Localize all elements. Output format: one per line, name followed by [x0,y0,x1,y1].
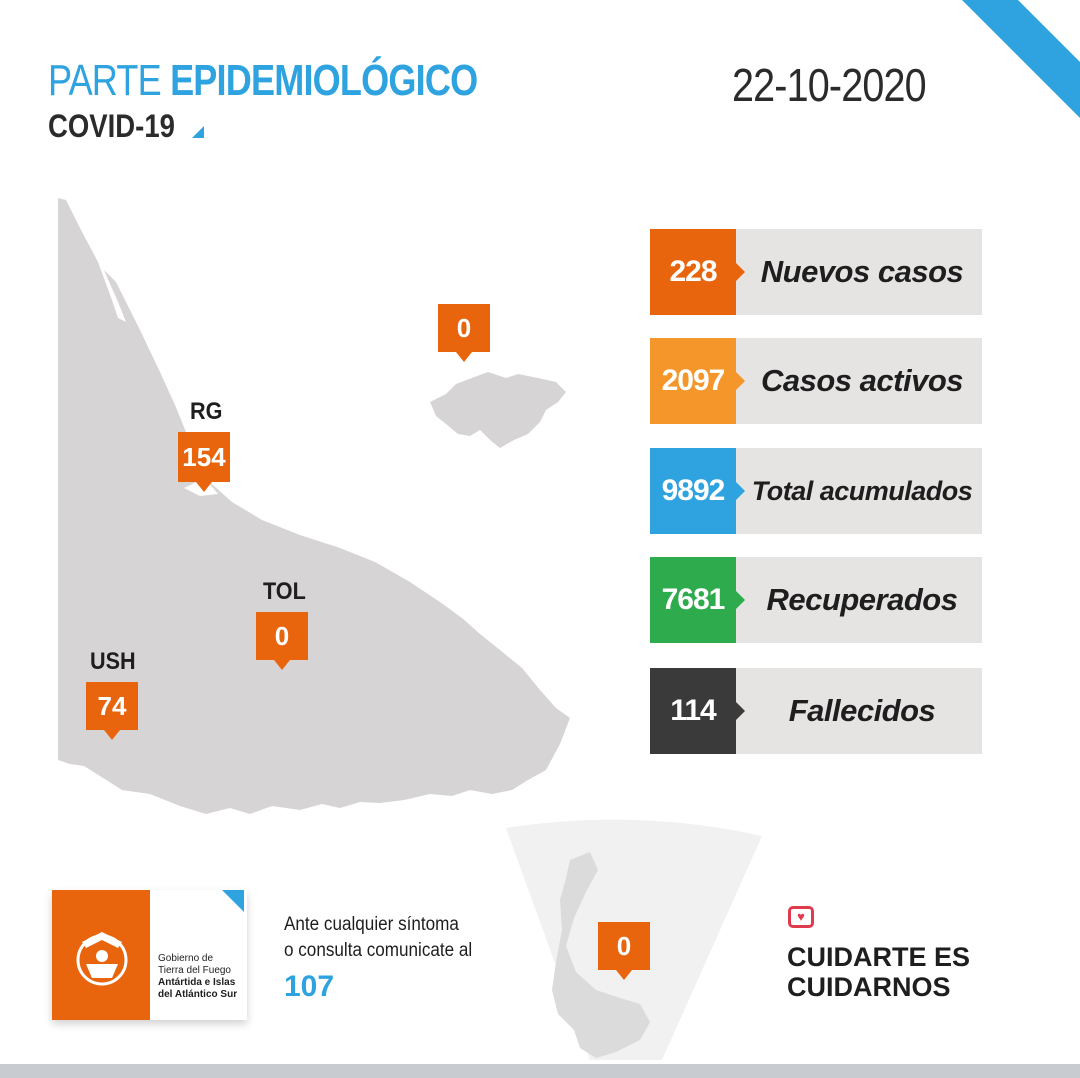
malvinas-shape [430,372,566,448]
subtitle-triangle [192,126,204,138]
stat-row: 7681 Recuperados [650,557,982,643]
contact-line-2: o consulta comunicate al [284,940,473,961]
stat-label: Fallecidos [788,693,936,728]
slogan: CUIDARTE ES CUIDARNOS [787,942,970,1002]
stat-row: 9892 Total acumulados [650,448,982,534]
government-logo [52,890,150,1020]
stat-value: 114 [650,668,745,754]
page-title: PARTE EPIDEMIOLÓGICO [48,56,478,106]
logo-text: Gobierno de Tierra del Fuego Antártida e… [158,953,237,1001]
shield-emblem-icon [76,932,128,986]
slogan-line-2: CUIDARNOS [787,972,951,1002]
stat-row: 114 Fallecidos [650,668,982,754]
stat-label: Total acumulados [751,476,973,506]
stat-label: Casos activos [761,363,964,398]
stat-value: 2097 [650,338,745,424]
report-date: 22-10-2020 [732,59,927,111]
antartida-value-pin: 0 [598,922,650,980]
logo-line-1: Gobierno de [158,953,214,964]
page-subtitle: COVID-19 [48,108,175,144]
contact-number: 107 [284,970,335,1003]
rg-label: RG [190,398,223,425]
logo-line-2: Tierra del Fuego [158,965,231,976]
ush-label: USH [90,648,136,675]
footer-bar [0,1064,1080,1078]
title-bold: EPIDEMIOLÓGICO [170,56,478,105]
tol-value-pin: 0 [256,612,308,670]
contact-line-1: Ante cualquier síntoma [284,914,459,935]
antartida-shape [552,852,650,1058]
stat-value: 9892 [650,448,745,534]
tol-label: TOL [263,578,306,605]
logo-line-3: Antártida e Islas [158,977,236,988]
malvinas-value-pin: 0 [438,304,490,362]
title-light: PARTE [48,56,171,105]
stat-row: 2097 Casos activos [650,338,982,424]
stat-value: 228 [650,229,745,315]
stat-value: 7681 [650,557,745,643]
slogan-line-1: CUIDARTE ES [787,942,971,972]
stat-row: 228 Nuevos casos [650,229,982,315]
isla-grande-shape [58,198,570,814]
logo-line-4: del Atlántico Sur [158,989,238,1000]
logo-triangle [222,890,244,912]
stat-label: Recuperados [766,582,958,617]
rg-value-pin: 154 [178,432,230,492]
corner-accent-inner [1018,0,1080,62]
contact-text: Ante cualquier síntoma o consulta comuni… [284,912,472,964]
ush-value-pin: 74 [86,682,138,740]
heart-message-icon: ♥ [788,906,814,928]
stat-label: Nuevos casos [760,254,964,289]
